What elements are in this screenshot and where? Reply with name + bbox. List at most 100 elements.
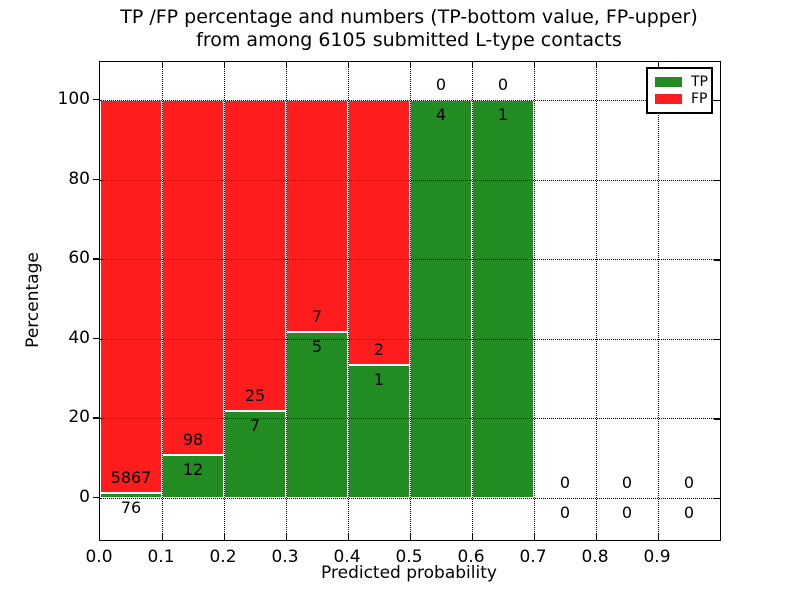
y-tick-mark [93, 337, 99, 340]
tp-bar-segment [348, 365, 410, 498]
fp-count-label: 0 [559, 473, 571, 492]
y-tick-mark [93, 178, 99, 180]
y-tick-mark [714, 100, 720, 102]
tp-color-swatch [655, 76, 682, 87]
horizontal-gridline [100, 418, 720, 420]
x-tick-mark [162, 534, 164, 540]
fp-count-label: 0 [435, 75, 447, 94]
vertical-gridline [348, 62, 349, 540]
tp-count-label: 0 [621, 503, 633, 522]
x-tick-mark [410, 62, 412, 68]
vertical-gridline [596, 62, 597, 540]
y-tick-mark [93, 258, 99, 260]
fp-count-label: 98 [182, 429, 204, 449]
y-tick-label: 60 [68, 248, 90, 269]
x-tick-mark [286, 534, 288, 540]
x-tick-mark [596, 534, 598, 540]
tp-bar-segment [224, 410, 286, 498]
plot-area: TP FP 5867 76 98 12 25 7 7 5 2 1 0 4 0 1 0 0 0 0 0 0 [99, 61, 721, 541]
legend-label-fp: FP [691, 91, 708, 108]
vertical-gridline [534, 62, 535, 540]
chart-title: TP /FP percentage and numbers (TP-bottom… [99, 6, 719, 52]
fp-bar-segment [100, 100, 162, 493]
x-tick-label: 0.7 [519, 547, 547, 567]
chart-title-line2: from among 6105 submitted L-type contact… [196, 29, 622, 51]
y-tick-mark [714, 338, 720, 341]
y-tick-label: 80 [68, 168, 90, 189]
x-tick-label: 0.9 [643, 547, 671, 567]
x-tick-mark [348, 534, 350, 540]
vertical-gridline [658, 62, 659, 540]
y-tick-label: 100 [57, 89, 90, 109]
tp-count-label: 12 [182, 459, 204, 479]
y-tick-mark [93, 497, 99, 499]
x-tick-mark [286, 62, 288, 68]
fp-bar-segment [348, 100, 410, 366]
fp-bar-segment [286, 100, 348, 333]
x-tick-mark [472, 534, 474, 540]
x-tick-label: 0.1 [147, 547, 175, 567]
fp-count-label: 25 [244, 385, 266, 405]
fp-bar-segment [162, 100, 224, 455]
x-tick-mark [534, 62, 536, 68]
vertical-gridline [162, 62, 163, 540]
chart-title-line1: TP /FP percentage and numbers (TP-bottom… [120, 6, 698, 28]
tp-count-label: 1 [497, 105, 509, 124]
x-tick-mark [472, 62, 474, 68]
x-tick-label: 0.5 [395, 547, 423, 567]
y-tick-mark [714, 418, 720, 420]
tp-count-label: 1 [373, 370, 385, 390]
tp-count-label: 5 [311, 337, 323, 357]
x-tick-mark [596, 62, 598, 68]
x-tick-label: 0.6 [457, 547, 485, 567]
x-tick-mark [224, 534, 226, 540]
fp-count-label: 7 [311, 307, 323, 327]
y-tick-label: 0 [79, 487, 90, 507]
x-tick-mark [224, 62, 226, 68]
y-tick-label: 20 [68, 407, 90, 428]
x-tick-label: 0.8 [581, 547, 609, 567]
horizontal-gridline [100, 259, 720, 261]
fp-count-label: 0 [621, 473, 633, 492]
legend-entry-fp: FP [655, 92, 708, 106]
horizontal-gridline [100, 179, 720, 181]
x-tick-label: 0.2 [209, 547, 237, 567]
tp-bar-segment [286, 332, 348, 498]
x-tick-mark [348, 62, 350, 68]
vertical-gridline [224, 62, 225, 540]
x-tick-label: 0.3 [271, 547, 299, 567]
fp-color-swatch [655, 94, 682, 105]
horizontal-gridline [100, 498, 720, 499]
x-tick-mark [534, 534, 536, 540]
tp-bar-segment [162, 454, 224, 498]
legend-label-tp: TP [691, 73, 708, 90]
tp-count-label: 4 [435, 105, 447, 124]
fp-count-label: 0 [497, 75, 509, 94]
x-tick-mark [410, 534, 412, 540]
fp-count-label: 5867 [110, 467, 152, 487]
x-tick-mark [658, 62, 660, 68]
y-tick-label: 40 [68, 327, 90, 348]
y-tick-mark [93, 417, 99, 419]
tp-bar-segment [100, 492, 162, 498]
vertical-gridline [410, 62, 411, 540]
vertical-gridline [286, 62, 287, 540]
tp-count-label: 0 [559, 503, 571, 522]
x-tick-label: 0.0 [85, 547, 113, 567]
y-tick-mark [714, 259, 720, 261]
horizontal-gridline [100, 100, 720, 101]
fp-count-label: 2 [373, 340, 385, 360]
legend-entry-tp: TP [655, 75, 708, 89]
legend: TP FP [646, 67, 713, 114]
tp-bar-segment [410, 100, 472, 498]
fp-count-label: 0 [683, 473, 695, 492]
fp-bar-segment [224, 100, 286, 411]
tp-count-label: 0 [683, 503, 695, 522]
x-axis-label: Predicted probability [321, 563, 497, 583]
x-tick-label: 0.4 [333, 547, 361, 567]
tp-count-label: 7 [249, 415, 261, 435]
tp-bar-segment [472, 100, 534, 498]
vertical-gridline [472, 62, 473, 540]
tp-count-label: 76 [120, 497, 142, 517]
